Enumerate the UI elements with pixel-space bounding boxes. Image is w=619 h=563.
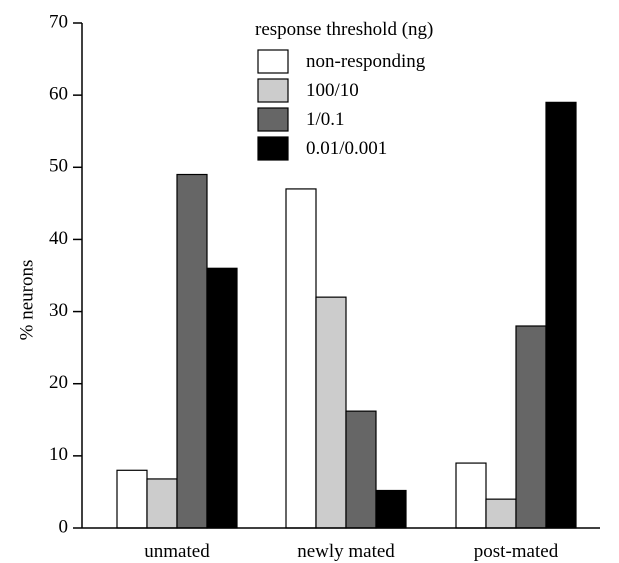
y-tick-label: 40: [49, 228, 68, 249]
x-axis: unmated newly mated post-mated: [82, 527, 600, 562]
y-tick-label: 30: [49, 300, 68, 321]
y-tick-label: 10: [49, 444, 68, 465]
legend-swatch: [257, 107, 289, 132]
y-tick-label: 60: [49, 84, 68, 105]
legend-swatch: [257, 136, 289, 161]
legend-swatch: [257, 49, 289, 74]
legend-title: response threshold (ng): [255, 19, 433, 40]
legend: response threshold (ng) non-responding 10…: [255, 19, 433, 161]
x-category-label: newly mated: [297, 541, 395, 562]
y-axis: 0 10 20 30 40 50 60 70: [49, 11, 83, 537]
bar-newly-mated-1: [315, 296, 347, 529]
bars: [116, 101, 577, 529]
bar-newly-mated-3: [375, 489, 407, 529]
bar-post-mated-2: [515, 325, 547, 529]
legend-entry-label: 0.01/0.001: [306, 138, 387, 159]
x-category-label: unmated: [144, 541, 210, 562]
y-tick-label: 20: [49, 372, 68, 393]
bar-post-mated-0: [455, 462, 487, 529]
legend-entry-label: non-responding: [306, 51, 426, 72]
legend-swatch: [257, 78, 289, 103]
bar-unmated-0: [116, 469, 148, 529]
bar-unmated-1: [146, 478, 178, 529]
bar-unmated-3: [206, 267, 238, 529]
bar-newly-mated-2: [345, 410, 377, 529]
y-tick-label: 70: [49, 11, 68, 32]
y-tick-label: 0: [59, 516, 69, 537]
y-axis-title: % neurons: [16, 260, 37, 341]
bar-unmated-2: [176, 173, 208, 529]
bar-post-mated-3: [545, 101, 577, 529]
legend-entry-label: 1/0.1: [306, 109, 345, 130]
bar-post-mated-1: [485, 498, 517, 529]
x-category-label: post-mated: [474, 541, 559, 562]
legend-entry-label: 100/10: [306, 80, 359, 101]
bar-newly-mated-0: [285, 188, 317, 529]
y-tick-label: 50: [49, 156, 68, 177]
